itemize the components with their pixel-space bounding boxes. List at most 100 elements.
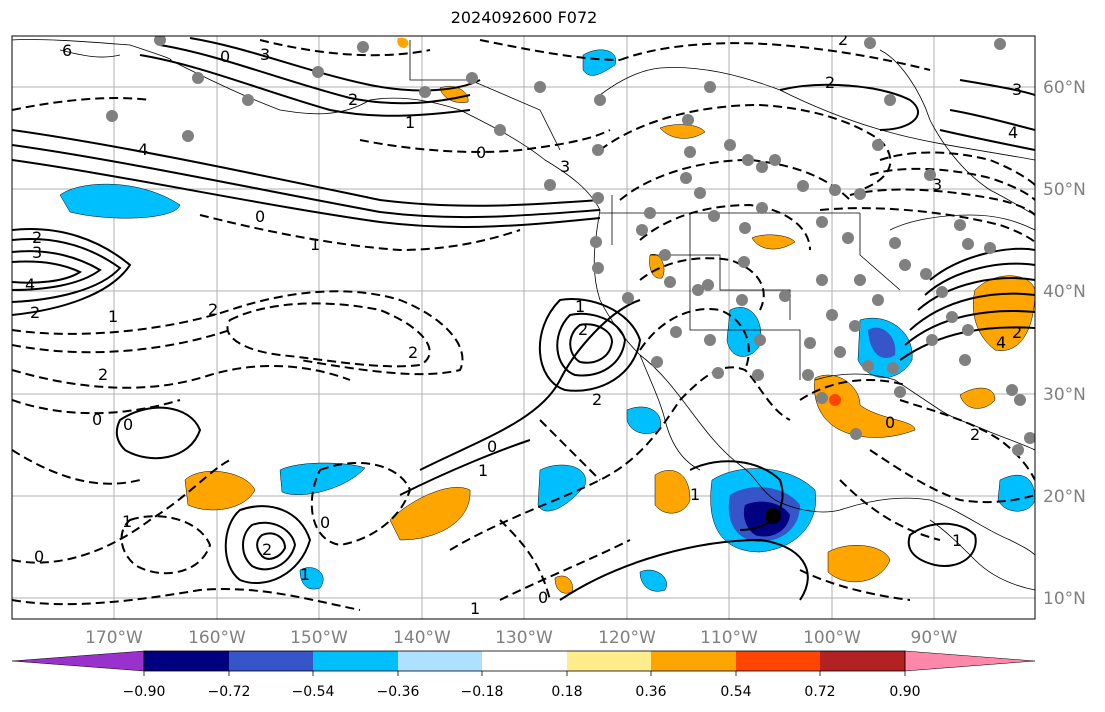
contour-label: 3 [260, 45, 270, 64]
shade-negative [279, 462, 366, 495]
map-frame [11, 35, 1036, 620]
shade-positive [397, 37, 409, 48]
contour-label: 2 [208, 300, 218, 319]
contour-label: 1 [690, 485, 700, 504]
colorbar-segment [567, 651, 651, 671]
station-points [106, 36, 1035, 456]
contour-label: 6 [62, 41, 72, 60]
colorbar-segment [398, 651, 482, 671]
lon-label: 160°W [188, 628, 246, 648]
shade-positive [827, 545, 891, 583]
shade-positive [654, 470, 691, 514]
contour-label: 0 [487, 437, 497, 456]
colorbar-segment [313, 651, 398, 671]
lon-label: 170°W [85, 628, 143, 648]
contour-label: 4 [25, 275, 35, 294]
colorbar: −0.90 −0.72 −0.54 −0.36 −0.18 0.18 0.36 … [11, 650, 1036, 700]
contour-label: 2 [592, 390, 602, 409]
shade-positive [751, 234, 796, 250]
lon-label: 130°W [495, 628, 553, 648]
shade-strong-negative [868, 327, 896, 359]
colorbar-tick-label: 0.36 [635, 684, 666, 700]
contours-positive [12, 37, 1035, 601]
contour-label: 3 [32, 243, 42, 262]
contour-label: 0 [92, 410, 102, 429]
shade-positive [439, 86, 469, 103]
contour-label: 3 [1012, 80, 1022, 99]
colorbar-tick-label: −0.90 [123, 684, 166, 700]
contour-label: 2 [98, 365, 108, 384]
contour-label: 1 [108, 307, 118, 326]
shade-positive [814, 374, 916, 438]
colorbar-tick-label: 0.90 [889, 684, 920, 700]
shade-positive [659, 124, 706, 139]
contour-label: 1 [575, 297, 585, 316]
contour-label: 0 [885, 413, 895, 432]
colorbar-segment [904, 650, 1036, 672]
colorbar-tick-label: 0.54 [720, 684, 751, 700]
contour-label: 2 [30, 303, 40, 322]
shade-strong-positive [829, 394, 841, 406]
contour-label: 1 [478, 461, 488, 480]
shade-negative [537, 464, 586, 512]
shade-positive [959, 387, 996, 409]
lon-label: 150°W [290, 628, 348, 648]
contour-label: 0 [220, 47, 230, 66]
contours-negative [12, 39, 1035, 611]
contour-label: 0 [34, 547, 44, 566]
contour-label: 2 [262, 540, 272, 559]
lon-label: 110°W [700, 628, 758, 648]
contour-label: 2 [825, 73, 835, 92]
lon-label: 90°W [911, 628, 958, 648]
colorbar-tick-label: −0.54 [292, 684, 335, 700]
storm-center-marker [765, 508, 781, 524]
longitude-labels: 170°W 160°W 150°W 140°W 130°W 120°W 110°… [85, 628, 958, 648]
lat-label: 10°N [1043, 589, 1086, 609]
contour-label: 0 [538, 588, 548, 607]
shade-negative [59, 183, 181, 219]
colorbar-segment [229, 651, 313, 671]
contour-label: 0 [476, 143, 486, 162]
lon-label: 120°W [598, 628, 656, 648]
colorbar-tick-label: −0.36 [377, 684, 420, 700]
contour-label: 3 [932, 175, 942, 194]
shade-positive [389, 487, 471, 541]
contour-label: 4 [138, 140, 148, 159]
latitude-labels: 60°N 50°N 40°N 30°N 20°N 10°N [1043, 78, 1086, 609]
contour-label: 3 [560, 157, 570, 176]
shade-negative [997, 475, 1035, 512]
lat-label: 30°N [1043, 385, 1086, 405]
shade-negative [299, 567, 324, 590]
contour-label: 1 [122, 512, 132, 531]
lat-label: 40°N [1043, 282, 1086, 302]
colorbar-tick-label: −0.72 [208, 684, 251, 700]
contour-label: 1 [310, 235, 320, 254]
contour-label: 2 [408, 343, 418, 362]
contour-label: 2 [348, 90, 358, 109]
contour-label: 2 [970, 425, 980, 444]
colorbar-segment [651, 651, 736, 671]
colorbar-segment [482, 651, 567, 671]
lon-label: 140°W [393, 628, 451, 648]
contour-label: 0 [320, 513, 330, 532]
contour-label: 4 [996, 333, 1006, 352]
contour-label: 0 [255, 207, 265, 226]
contour-label: 2 [1012, 323, 1022, 342]
lat-label: 20°N [1043, 487, 1086, 507]
lon-label: 100°W [803, 628, 861, 648]
contour-label: 0 [123, 415, 133, 434]
contour-label: 2 [578, 320, 588, 339]
anomaly-shading [59, 37, 1035, 594]
contour-label: 2 [838, 30, 848, 49]
contour-label: 1 [300, 565, 310, 584]
contour-label: 1 [470, 599, 480, 618]
contour-label: 1 [405, 113, 415, 132]
lat-label: 60°N [1043, 78, 1086, 98]
contour-label: 1 [952, 531, 962, 550]
colorbar-tick-label: −0.18 [461, 684, 504, 700]
shade-negative [582, 49, 617, 76]
colorbar-segment [11, 650, 145, 672]
colorbar-segment [144, 651, 229, 671]
shade-negative [639, 569, 667, 592]
